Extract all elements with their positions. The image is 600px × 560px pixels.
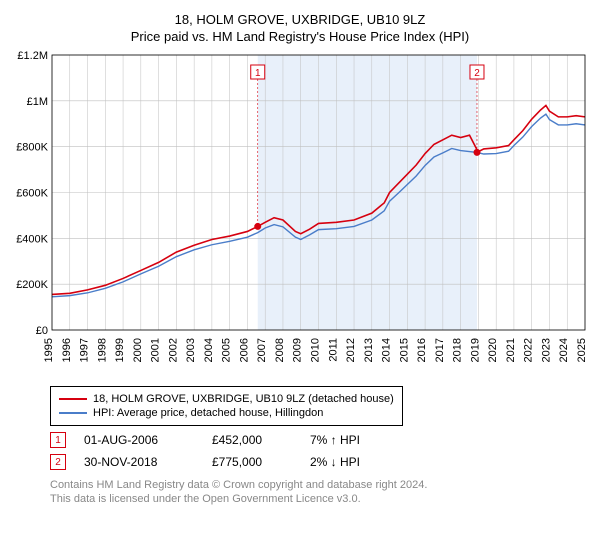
legend: 18, HOLM GROVE, UXBRIDGE, UB10 9LZ (deta…: [50, 386, 403, 426]
svg-text:£600K: £600K: [16, 188, 48, 200]
svg-text:2018: 2018: [452, 338, 464, 362]
sale-hpi: 7% ↑ HPI: [310, 433, 410, 447]
svg-text:2023: 2023: [540, 338, 552, 362]
svg-text:2005: 2005: [221, 338, 233, 362]
footer-licence: This data is licensed under the Open Gov…: [50, 492, 590, 506]
svg-text:2019: 2019: [469, 338, 481, 362]
svg-text:2025: 2025: [576, 338, 588, 362]
legend-label: HPI: Average price, detached house, Hill…: [93, 407, 323, 419]
svg-text:2010: 2010: [310, 338, 322, 362]
svg-text:2007: 2007: [256, 338, 268, 362]
legend-item: HPI: Average price, detached house, Hill…: [59, 407, 394, 419]
footer: Contains HM Land Registry data © Crown c…: [50, 478, 590, 507]
svg-text:£0: £0: [36, 325, 48, 337]
svg-text:2006: 2006: [238, 338, 250, 362]
sale-date: 01-AUG-2006: [84, 433, 194, 447]
svg-text:2009: 2009: [292, 338, 304, 362]
svg-text:1998: 1998: [96, 338, 108, 362]
chart-container: £0 £200K £400K £600K £800K £1M £1.2M 1995 1996 19…: [10, 50, 590, 380]
price-chart: £0 £200K £400K £600K £800K £1M £1.2M 1995 1996 19…: [10, 50, 590, 380]
sale-record: 1 01-AUG-2006 £452,000 7% ↑ HPI: [50, 432, 590, 448]
svg-text:2002: 2002: [167, 338, 179, 362]
legend-label: 18, HOLM GROVE, UXBRIDGE, UB10 9LZ (deta…: [93, 393, 394, 405]
svg-text:2001: 2001: [150, 338, 162, 362]
svg-text:2014: 2014: [381, 338, 393, 362]
svg-text:2024: 2024: [558, 338, 570, 362]
svg-text:2022: 2022: [523, 338, 535, 362]
svg-text:2021: 2021: [505, 338, 517, 362]
legend-swatch: [59, 398, 87, 400]
sale-date: 30-NOV-2018: [84, 455, 194, 469]
svg-text:2011: 2011: [327, 338, 339, 362]
svg-text:£400K: £400K: [16, 233, 48, 245]
svg-text:2015: 2015: [398, 338, 410, 362]
svg-text:2003: 2003: [185, 338, 197, 362]
sale-price: £452,000: [212, 433, 292, 447]
svg-text:£200K: £200K: [16, 279, 48, 291]
svg-text:1995: 1995: [43, 338, 55, 362]
svg-text:1: 1: [255, 68, 261, 79]
sale-marker: 1: [50, 432, 66, 448]
svg-text:2020: 2020: [487, 338, 499, 362]
svg-text:2012: 2012: [345, 338, 357, 362]
sale-record: 2 30-NOV-2018 £775,000 2% ↓ HPI: [50, 454, 590, 470]
title-subtitle: Price paid vs. HM Land Registry's House …: [10, 29, 590, 44]
svg-text:2016: 2016: [416, 338, 428, 362]
sale-hpi: 2% ↓ HPI: [310, 455, 410, 469]
svg-text:£800K: £800K: [16, 142, 48, 154]
svg-text:2017: 2017: [434, 338, 446, 362]
svg-text:1999: 1999: [114, 338, 126, 362]
svg-text:2013: 2013: [363, 338, 375, 362]
svg-text:2: 2: [474, 68, 480, 79]
svg-text:2008: 2008: [274, 338, 286, 362]
chart-header: 18, HOLM GROVE, UXBRIDGE, UB10 9LZ Price…: [10, 12, 590, 44]
svg-text:2004: 2004: [203, 338, 215, 362]
svg-text:£1.2M: £1.2M: [17, 50, 48, 62]
legend-item: 18, HOLM GROVE, UXBRIDGE, UB10 9LZ (deta…: [59, 393, 394, 405]
legend-swatch: [59, 412, 87, 414]
footer-copyright: Contains HM Land Registry data © Crown c…: [50, 478, 590, 492]
svg-text:1997: 1997: [79, 338, 91, 362]
svg-text:2000: 2000: [132, 338, 144, 362]
sale-marker: 2: [50, 454, 66, 470]
title-address: 18, HOLM GROVE, UXBRIDGE, UB10 9LZ: [10, 12, 590, 27]
svg-text:£1M: £1M: [27, 96, 48, 108]
svg-text:1996: 1996: [61, 338, 73, 362]
sale-price: £775,000: [212, 455, 292, 469]
